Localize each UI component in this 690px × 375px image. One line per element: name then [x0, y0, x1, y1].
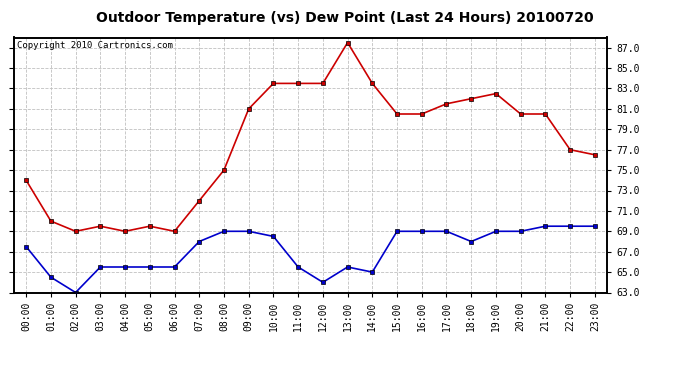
- Text: Copyright 2010 Cartronics.com: Copyright 2010 Cartronics.com: [17, 41, 172, 50]
- Text: Outdoor Temperature (vs) Dew Point (Last 24 Hours) 20100720: Outdoor Temperature (vs) Dew Point (Last…: [96, 11, 594, 25]
